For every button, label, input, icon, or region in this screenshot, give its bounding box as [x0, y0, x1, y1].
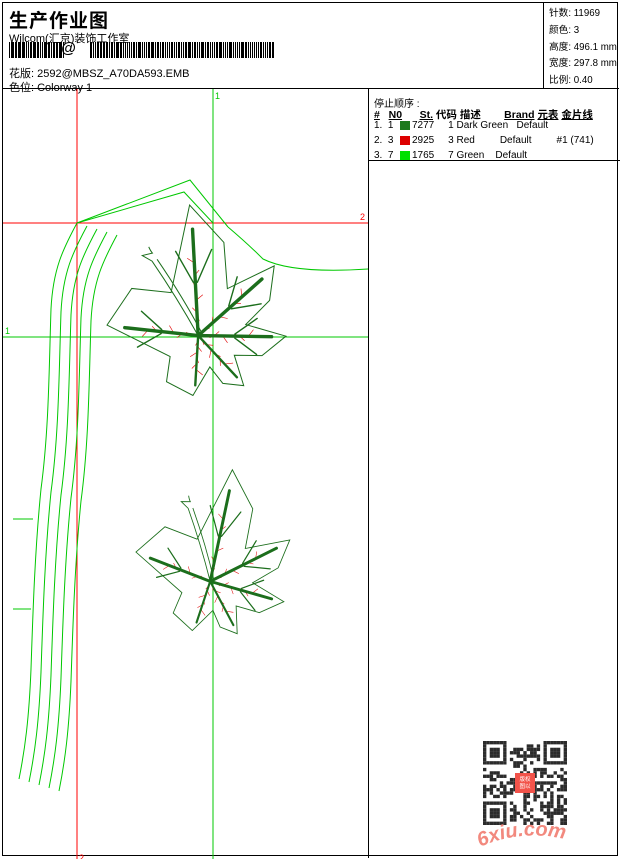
svg-text:1: 1: [5, 326, 10, 336]
svg-text:2: 2: [360, 212, 365, 222]
svg-text:2: 2: [79, 853, 84, 859]
svg-text:1: 1: [215, 91, 220, 101]
svg-text:6xiu.com: 6xiu.com: [478, 821, 568, 851]
svg-text:图以: 图以: [519, 782, 531, 790]
svg-text:版权: 版权: [519, 775, 531, 783]
